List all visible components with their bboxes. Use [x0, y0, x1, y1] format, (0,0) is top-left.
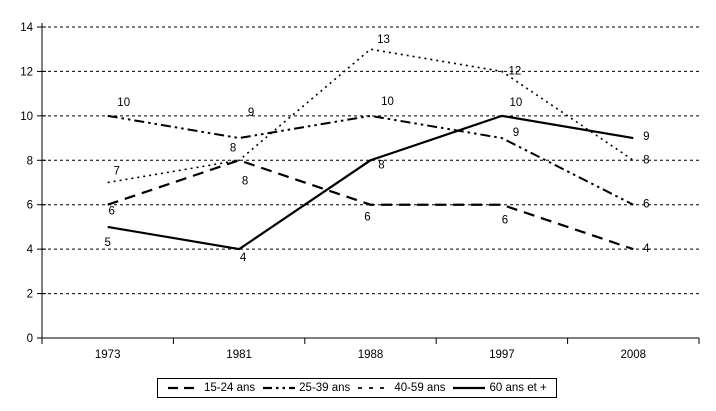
series-line-25-39-ans: [107, 114, 634, 206]
legend-label: 40-59 ans: [394, 382, 446, 394]
legend-item-40-59-ans: 40-59 ans: [357, 382, 445, 394]
legend-line-sample-icon: [168, 386, 200, 390]
data-label-40-59-ans-1981: 8: [230, 142, 236, 154]
data-label-15-24-ans-1973: 6: [108, 206, 114, 218]
y-tick-label: 2: [27, 289, 33, 301]
y-tick-label: 14: [20, 22, 33, 34]
legend-line-sample-icon: [263, 386, 296, 390]
y-tick-label: 8: [27, 155, 33, 167]
y-tick-label: 6: [27, 200, 33, 212]
y-tick-label: 4: [27, 244, 34, 256]
data-label-60-ans-et-1973: 5: [104, 237, 110, 249]
data-label-25-39-ans-1988: 10: [381, 96, 394, 108]
x-tick-label: 1988: [358, 349, 384, 361]
series-line-60-ans-et: [107, 114, 634, 251]
legend-item-15-24-ans: 15-24 ans: [167, 382, 255, 394]
y-tick-label: 12: [20, 66, 33, 78]
data-label-25-39-ans-1973: 10: [117, 97, 130, 109]
data-label-15-24-ans-2008: 4: [643, 243, 650, 255]
data-label-15-24-ans-1981: 8: [242, 175, 248, 187]
legend-label: 25-39 ans: [299, 382, 351, 394]
data-label-60-ans-et-1997: 10: [510, 97, 523, 109]
data-label-25-39-ans-2008: 6: [643, 199, 649, 211]
series-line-15-24-ans: [107, 159, 634, 251]
legend-label: 15-24 ans: [204, 382, 256, 394]
data-label-40-59-ans-2008: 8: [643, 154, 649, 166]
legend-line-sample-icon: [358, 387, 391, 389]
data-label-25-39-ans-1981: 9: [248, 107, 254, 119]
data-label-60-ans-et-1981: 4: [240, 252, 247, 264]
data-label-40-59-ans-1997: 12: [509, 65, 522, 77]
chart-legend: 15-24 ans 25-39 ans 40-59 ans 60 ans et +: [157, 378, 557, 398]
data-label-60-ans-et-2008: 9: [643, 131, 649, 143]
x-tick-label: 1997: [489, 349, 515, 361]
x-tick-label: 1973: [95, 349, 121, 361]
data-label-40-59-ans-1973: 7: [113, 166, 119, 178]
legend-line-sample-icon: [453, 386, 486, 390]
data-label-15-24-ans-1988: 6: [364, 212, 370, 224]
y-tick-label: 0: [27, 333, 33, 345]
data-label-25-39-ans-1997: 9: [513, 127, 519, 139]
legend-item-25-39-ans: 25-39 ans: [262, 382, 350, 394]
data-label-15-24-ans-1997: 6: [502, 215, 508, 227]
data-label-40-59-ans-1988: 13: [377, 34, 390, 46]
data-label-60-ans-et-1988: 8: [378, 159, 384, 171]
legend-item-60-ans-et: 60 ans et +: [452, 382, 547, 394]
y-tick-label: 10: [20, 111, 33, 123]
x-tick-label: 1981: [226, 349, 252, 361]
x-tick-label: 2008: [621, 349, 647, 361]
legend-label: 60 ans et +: [489, 382, 547, 394]
